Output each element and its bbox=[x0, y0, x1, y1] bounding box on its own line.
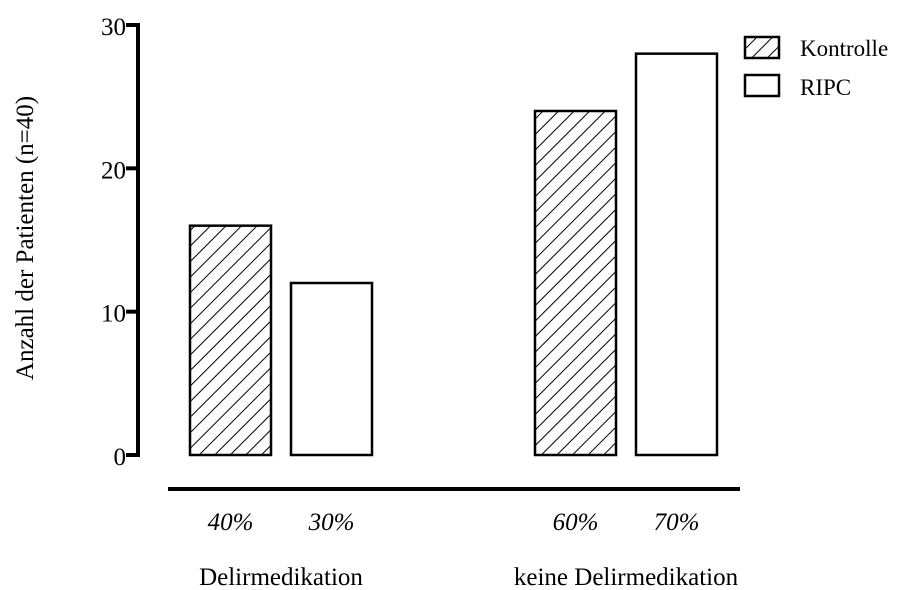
legend-swatch-ripc bbox=[743, 73, 781, 98]
bar-kontrolle-2 bbox=[533, 109, 618, 457]
category-label: keine Delirmedikation bbox=[514, 564, 739, 590]
legend-label-ripc: RIPC bbox=[800, 75, 851, 100]
bar-percent-label: 40% bbox=[208, 509, 254, 536]
category-label: Delirmedikation bbox=[199, 564, 363, 590]
y-tick-label: 30 bbox=[101, 14, 126, 41]
bar-percent-label: 30% bbox=[308, 509, 355, 536]
y-axis: 0 10 20 30 bbox=[101, 14, 140, 471]
bar-percent-label: 70% bbox=[654, 509, 700, 536]
bar-labels: 40% 30% 60% 70% bbox=[208, 509, 700, 536]
legend-swatch-kontrolle bbox=[743, 35, 781, 60]
y-tick-label: 0 bbox=[114, 444, 127, 471]
bar-ripc-1 bbox=[289, 281, 374, 457]
legend-label-kontrolle: Kontrolle bbox=[800, 36, 888, 61]
bar-kontrolle-1 bbox=[188, 224, 273, 457]
legend: Kontrolle RIPC bbox=[743, 35, 888, 100]
y-tick-label: 10 bbox=[101, 301, 126, 328]
bar-ripc-2 bbox=[634, 52, 719, 457]
y-tick-label: 20 bbox=[101, 157, 126, 184]
bar-percent-label: 60% bbox=[553, 509, 599, 536]
y-axis-label: Anzahl der Patienten (n=40) bbox=[12, 96, 39, 380]
category-labels: Delirmedikation keine Delirmedikation bbox=[199, 564, 739, 590]
bars bbox=[188, 52, 719, 457]
